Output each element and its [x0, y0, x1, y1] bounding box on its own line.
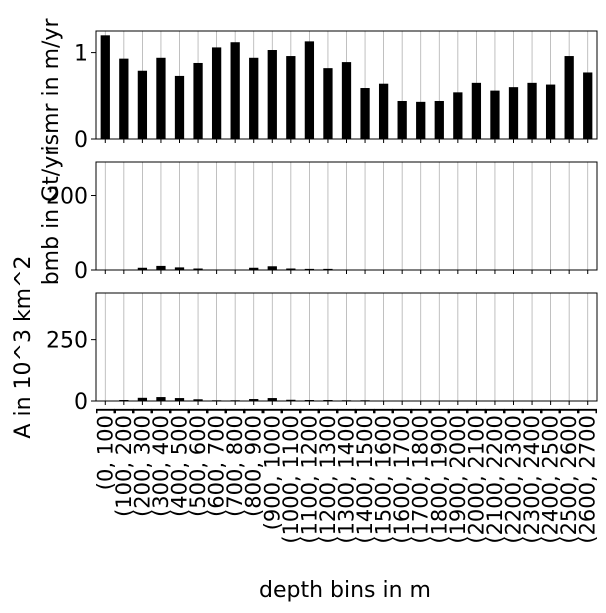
bar-top-3 [156, 57, 166, 140]
bar-top-24 [545, 84, 556, 139]
bar-bottom-3 [156, 397, 166, 401]
bar-top-12 [323, 68, 333, 139]
bar-top-22 [508, 87, 519, 139]
middle-y-tick-label: 200 [46, 185, 88, 210]
x-tick-label-23: (2300, 2400] [520, 407, 544, 544]
bar-middle-10 [286, 268, 296, 270]
bar-top-23 [527, 82, 537, 139]
x-tick-label-16: (1600, 1700] [390, 407, 414, 544]
bar-top-6 [211, 47, 222, 139]
bar-top-13 [341, 62, 352, 139]
bar-top-7 [230, 42, 240, 140]
x-tick-label-13: (1300, 1400] [335, 407, 359, 544]
x-tick-label-24: (2400, 2500] [539, 407, 563, 544]
top-y-tick-label: 0 [74, 128, 88, 153]
bar-top-0 [100, 35, 110, 139]
bar-middle-5 [193, 268, 203, 270]
x-tick-label-19: (1900, 2000] [446, 407, 470, 544]
bar-bottom-5 [193, 399, 203, 401]
bar-top-4 [174, 75, 185, 139]
x-tick-label-9: (900, 1000] [260, 407, 284, 530]
bar-top-2 [137, 70, 148, 139]
x-axis-label: depth bins in m [259, 578, 431, 603]
x-tick-label-8: (800, 900] [242, 407, 266, 517]
bar-middle-9 [267, 266, 277, 270]
bar-bottom-10 [286, 399, 296, 401]
x-tick-label-2: (200, 300] [130, 407, 154, 517]
bar-bottom-8 [249, 399, 259, 401]
bar-top-25 [564, 56, 574, 139]
bottom-y-tick-label: 0 [74, 390, 88, 415]
x-tick-labels: (0, 100](100, 200](200, 300](300, 400](4… [93, 407, 599, 544]
x-tick-label-14: (1400, 1500] [353, 407, 377, 544]
bar-top-16 [397, 100, 407, 139]
top-y-axis-label: ismr in m/yr [39, 18, 64, 152]
x-tick-label-3: (300, 400] [149, 407, 173, 517]
x-tick-label-15: (1500, 1600] [372, 407, 396, 544]
bar-bottom-9 [267, 398, 277, 401]
x-tick-label-12: (1200, 1300] [316, 407, 340, 544]
bar-middle-8 [249, 267, 259, 270]
bottom-y-axis-label: A in 10^3 km^2 [11, 255, 36, 438]
x-tick-label-25: (2500, 2600] [557, 407, 581, 544]
bar-top-18 [434, 100, 444, 139]
bar-top-15 [378, 83, 389, 139]
x-tick-label-21: (2100, 2200] [483, 407, 507, 544]
bottom-panel: 0 250 A in 10^3 km^2 [11, 255, 598, 439]
x-tick-label-4: (400, 500] [168, 407, 192, 517]
bar-top-20 [471, 82, 482, 139]
bar-top-14 [360, 88, 370, 139]
bar-top-10 [286, 56, 296, 139]
bar-middle-4 [174, 267, 185, 270]
top-y-tick-label: 1 [74, 42, 88, 67]
x-tick-label-11: (1100, 1200] [297, 407, 321, 544]
bar-bottom-2 [137, 397, 148, 401]
bar-top-1 [119, 58, 129, 140]
bar-top-26 [583, 72, 593, 139]
bar-top-17 [416, 101, 426, 139]
x-tick-label-0: (0, 100] [93, 407, 117, 490]
middle-y-axis-label: bmb in Gt/yr [39, 146, 64, 286]
x-tick-label-6: (600, 700] [205, 407, 229, 517]
bar-top-11 [304, 41, 315, 140]
x-tick-label-5: (500, 600] [186, 407, 210, 517]
x-tick-label-10: (1000, 1100] [279, 407, 303, 544]
bar-top-5 [193, 62, 203, 139]
middle-y-tick-label: 0 [74, 259, 88, 284]
x-tick-label-18: (1800, 1900] [427, 407, 451, 544]
x-tick-label-1: (100, 200] [112, 407, 136, 517]
x-tick-label-17: (1700, 1800] [409, 407, 433, 544]
bar-top-19 [453, 92, 463, 139]
bar-middle-2 [137, 267, 148, 270]
bar-bottom-4 [174, 398, 185, 401]
top-panel: 0 1 ismr in m/yr [39, 18, 598, 153]
bar-top-8 [249, 57, 259, 140]
bar-middle-11 [304, 268, 315, 270]
bar-middle-3 [156, 265, 166, 270]
bar-middle-12 [323, 268, 333, 270]
x-tick-label-22: (2200, 2300] [502, 407, 526, 544]
x-tick-label-26: (2600, 2700] [576, 407, 600, 544]
bar-top-21 [490, 90, 500, 139]
bar-top-9 [267, 50, 277, 140]
bottom-y-tick-label: 250 [46, 329, 88, 354]
x-tick-label-7: (700, 800] [223, 407, 247, 517]
x-tick-label-20: (2000, 2100] [464, 407, 488, 544]
